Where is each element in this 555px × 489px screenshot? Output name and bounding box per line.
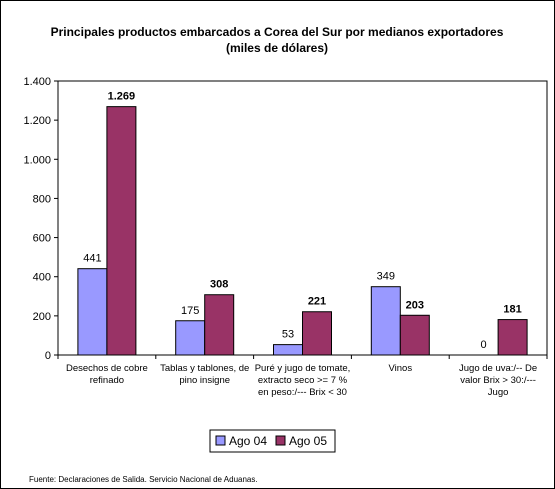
y-tick-label: 1.000 — [23, 154, 51, 166]
x-category-label: Puré y jugo de tomate, — [255, 363, 351, 374]
chart-title: Principales productos embarcados a Corea… — [51, 25, 504, 39]
bar-ago-05 — [204, 294, 235, 356]
legend-label: Ago 04 — [229, 434, 267, 448]
bar-ago-04 — [273, 344, 303, 356]
x-category-label: Desechos de cobre — [66, 363, 148, 374]
legend-swatch — [275, 435, 286, 446]
x-category-label: pino insigne — [179, 375, 230, 386]
data-label: 441 — [83, 253, 101, 265]
plot-area: 0 200 400 600 800 1.000 1.200 1.400 441 1.269 Dese… — [23, 76, 548, 398]
data-label: 308 — [210, 279, 228, 291]
x-category-label: Vinos — [389, 363, 413, 374]
data-label: 1.269 — [108, 91, 136, 103]
data-label: 175 — [181, 305, 199, 317]
x-category-label: en peso:/--- Brix < 30 — [258, 387, 347, 398]
bar-ago-04 — [175, 320, 206, 356]
x-category-label: valor Brix > 30:/--- — [460, 375, 536, 386]
legend-label: Ago 05 — [289, 434, 327, 448]
plot-background — [57, 80, 548, 356]
bar-ago-05 — [497, 319, 528, 356]
data-label: 181 — [503, 304, 521, 316]
legend: Ago 04 Ago 05 — [209, 429, 336, 453]
data-label: 221 — [308, 296, 326, 308]
y-tick-label: 600 — [33, 233, 51, 245]
y-tick-label: 400 — [33, 272, 51, 284]
legend-box — [209, 429, 336, 453]
x-category-label: Jugo — [488, 387, 509, 398]
x-category-label: Tablas y tablones, de — [160, 363, 249, 374]
bar-ago-04 — [77, 268, 108, 356]
x-category-label: Jugo de uva:/-- De — [459, 363, 537, 374]
y-tick-label: 0 — [45, 350, 51, 362]
x-category-label: extracto seco >= 7 % — [258, 375, 348, 386]
y-tick-label: 800 — [33, 193, 51, 205]
chart-subtitle: (miles de dólares) — [226, 41, 328, 55]
data-label: 53 — [282, 329, 294, 341]
x-category-label: refinado — [90, 375, 124, 386]
bar-ago-04 — [370, 286, 401, 356]
data-label: 349 — [377, 271, 395, 283]
data-label: 203 — [406, 299, 424, 311]
y-tick-label: 1.400 — [23, 76, 51, 88]
bar-ago-05 — [399, 314, 430, 356]
source-note: Fuente: Declaraciones de Salida. Servici… — [29, 475, 258, 484]
legend-swatch — [215, 435, 226, 446]
y-tick-label: 1.200 — [23, 115, 51, 127]
bar-ago-05 — [106, 106, 137, 356]
bar-ago-05 — [302, 311, 332, 356]
y-tick-label: 200 — [33, 311, 51, 323]
data-label: 0 — [481, 339, 487, 351]
